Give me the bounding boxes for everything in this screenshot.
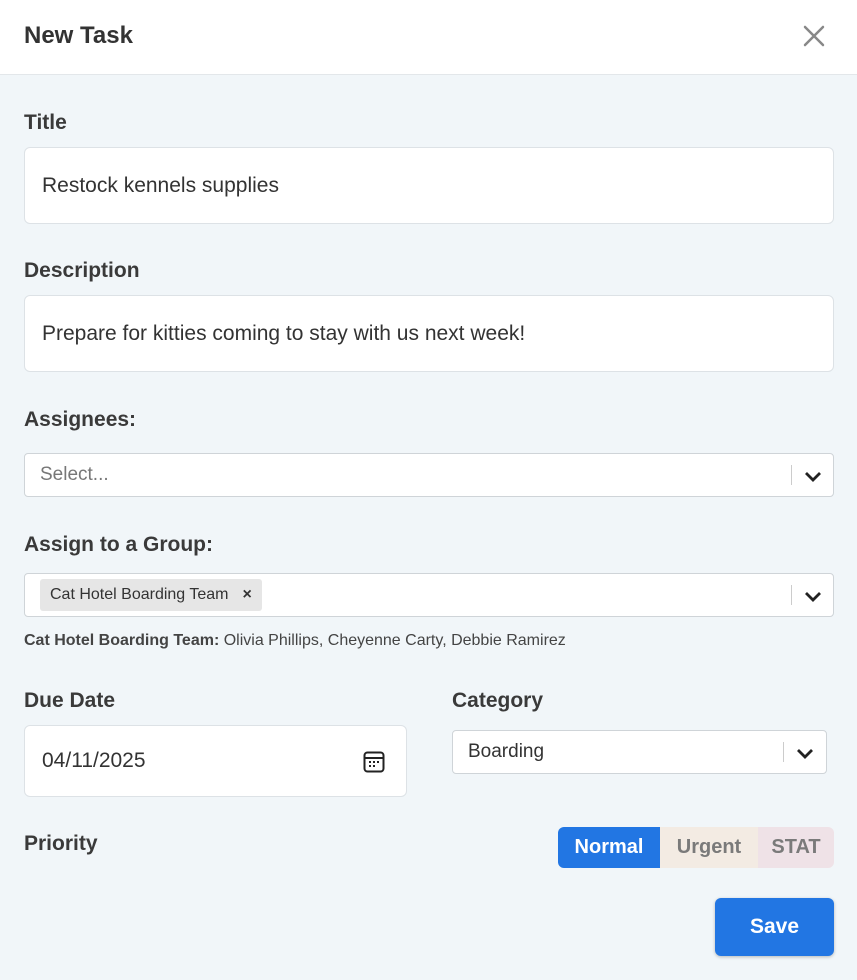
group-members: Cat Hotel Boarding Team: Olivia Phillips… [24,632,566,650]
separator [791,465,792,485]
chevron-down-icon[interactable] [803,466,823,486]
due-date-input[interactable]: 04/11/2025 [24,725,407,797]
separator [791,585,792,605]
chevron-down-icon[interactable] [795,743,815,763]
description-label: Description [24,259,140,282]
title-label: Title [24,111,67,134]
dialog-header: New Task [0,0,857,75]
priority-urgent-button[interactable]: Urgent [660,827,758,868]
description-input[interactable]: Prepare for kitties coming to stay with … [24,295,834,372]
group-members-name: Cat Hotel Boarding Team: [24,632,220,649]
remove-chip-icon[interactable]: × [242,586,252,603]
group-select[interactable]: Cat Hotel Boarding Team × [24,573,834,617]
priority-stat-button[interactable]: STAT [758,827,834,868]
close-icon[interactable] [800,22,828,50]
category-label: Category [452,689,544,712]
category-select[interactable]: Boarding [452,730,827,774]
group-members-list: Olivia Phillips, Cheyenne Carty, Debbie … [219,632,566,649]
group-chip-label: Cat Hotel Boarding Team [50,586,229,603]
calendar-icon[interactable] [363,751,385,773]
priority-normal-button[interactable]: Normal [558,827,660,868]
assignees-placeholder: Select... [40,464,109,485]
assignees-select[interactable]: Select... [24,453,834,497]
save-button[interactable]: Save [715,898,834,956]
priority-label: Priority [24,832,98,855]
due-date-value: 04/11/2025 [42,749,146,772]
assignees-label: Assignees: [24,408,137,431]
group-label: Assign to a Group: [24,533,213,556]
dialog-title: New Task [24,22,133,49]
title-input[interactable]: Restock kennels supplies [24,147,834,224]
due-date-label: Due Date [24,689,116,712]
separator [783,742,784,762]
category-value: Boarding [468,741,545,762]
group-chip: Cat Hotel Boarding Team × [40,579,262,611]
chevron-down-icon[interactable] [803,586,823,606]
